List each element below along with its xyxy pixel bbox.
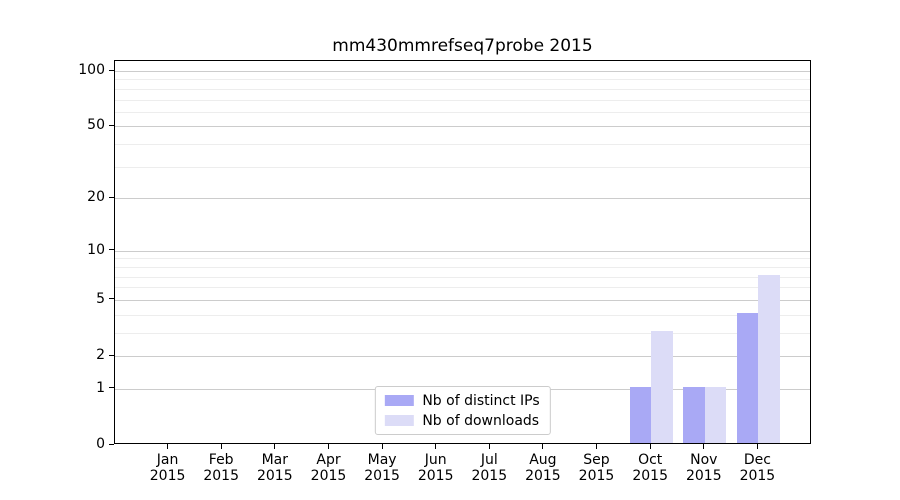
gridline-major-2 [115,356,810,357]
x-tick-label-sep: Sep 2015 [578,452,615,484]
y-tick-label-0: 0 [96,436,105,452]
x-tick-label-oct: Oct 2015 [632,452,668,484]
gridline-minor-6 [115,287,810,289]
legend-swatch-downloads [384,415,414,426]
bar-ips-oct [629,386,652,443]
chart-title: mm430mmrefseq7probe 2015 [332,36,593,56]
gridline-minor-9 [115,258,810,260]
x-tick-label-jul: Jul 2015 [471,452,508,484]
gridline-minor-30 [115,166,810,168]
gridline-major-5 [115,299,810,301]
gridline-minor-4 [115,314,810,316]
y-tick-label-50: 50 [87,117,105,134]
legend-item-downloads: Nb of downloads [384,412,539,429]
x-tick-label-aug: Aug 2015 [525,452,561,484]
x-tick-mark-aug [542,444,544,449]
y-tick-mark-1 [109,387,114,389]
x-tick-label-jan: Jan 2015 [149,452,186,484]
x-tick-mark-nov [703,444,705,449]
x-tick-label-apr: Apr 2015 [310,452,347,484]
y-tick-mark-5 [109,298,114,300]
bar-ips-nov [683,386,705,443]
x-tick-mark-dec [756,444,758,449]
x-tick-label-nov: Nov 2015 [685,452,722,484]
x-tick-mark-jun [435,444,437,449]
bar-downloads-oct [651,330,673,443]
legend-item-distinct-ips: Nb of distinct IPs [384,392,540,409]
x-tick-mark-feb [220,444,222,449]
x-tick-label-may: May 2015 [364,452,400,484]
gridline-major-50 [115,126,810,128]
bar-ips-dec [736,312,759,443]
gridline-major-100 [115,71,810,72]
legend-label-downloads: Nb of downloads [422,412,540,429]
gridline-minor-7 [115,276,810,278]
y-tick-mark-0 [109,443,114,445]
gridline-minor-3 [115,332,810,334]
y-tick-label-5: 5 [96,290,105,307]
gridline-minor-80 [115,88,810,90]
y-tick-label-1: 1 [96,379,105,396]
gridline-minor-70 [115,99,810,101]
x-tick-label-jun: Jun 2015 [417,452,454,484]
legend: Nb of distinct IPs Nb of downloads [374,386,551,435]
gridline-minor-40 [115,144,810,146]
x-tick-mark-may [381,444,383,449]
gridline-minor-8 [115,266,810,268]
x-tick-mark-mar [274,444,276,449]
y-tick-mark-20 [109,196,114,198]
y-tick-label-10: 10 [87,241,105,258]
y-tick-mark-50 [109,124,114,126]
y-tick-mark-100 [109,69,114,71]
y-tick-label-100: 100 [78,62,105,78]
x-tick-mark-apr [328,444,329,449]
x-tick-label-dec: Dec 2015 [739,452,776,484]
gridline-minor-60 [115,111,810,113]
y-tick-mark-2 [109,354,114,356]
plot-area: Nb of distinct IPs Nb of downloads [114,60,811,444]
gridline-major-20 [115,198,810,200]
y-tick-label-2: 2 [96,347,105,363]
x-tick-mark-oct [649,444,651,449]
legend-swatch-distinct-ips [384,395,414,406]
x-tick-mark-jul [488,444,490,449]
y-tick-label-20: 20 [87,189,105,206]
gridline-minor-90 [115,79,810,81]
x-tick-label-mar: Mar 2015 [256,452,293,484]
bar-downloads-dec [758,274,780,443]
bar-downloads-nov [704,386,727,443]
x-tick-mark-jan [167,444,169,449]
y-tick-mark-10 [109,249,114,251]
x-tick-label-feb: Feb 2015 [203,452,239,484]
x-tick-mark-sep [596,444,597,449]
legend-label-distinct-ips: Nb of distinct IPs [422,392,540,409]
gridline-major-10 [115,250,810,252]
